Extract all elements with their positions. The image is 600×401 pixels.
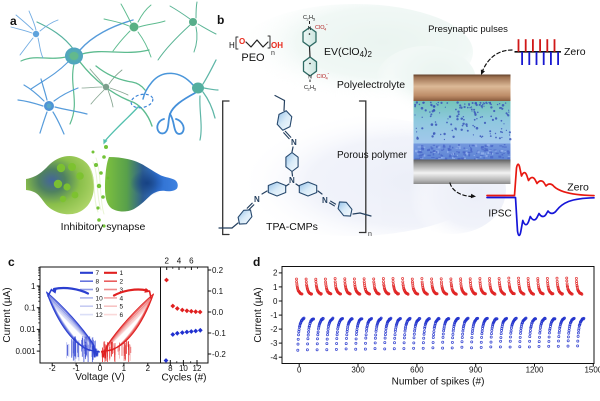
svg-text:2: 2 bbox=[307, 17, 310, 22]
svg-text:2: 2 bbox=[146, 364, 151, 373]
svg-text:8: 8 bbox=[96, 279, 100, 286]
svg-text:-3: -3 bbox=[270, 339, 278, 348]
svg-text:2: 2 bbox=[120, 279, 124, 286]
svg-text:4: 4 bbox=[324, 27, 327, 32]
svg-text:0.001: 0.001 bbox=[15, 347, 36, 356]
svg-text:Zero: Zero bbox=[564, 46, 586, 58]
svg-text:0: 0 bbox=[273, 297, 278, 306]
svg-text:0.1: 0.1 bbox=[24, 304, 36, 313]
svg-text:4: 4 bbox=[120, 295, 124, 302]
svg-text:-1: -1 bbox=[73, 364, 81, 373]
svg-text:Zero: Zero bbox=[567, 182, 589, 194]
svg-text:1: 1 bbox=[120, 270, 124, 277]
svg-text:ClO: ClO bbox=[317, 74, 327, 80]
svg-text:-0.2: -0.2 bbox=[212, 350, 226, 359]
svg-text:b: b bbox=[217, 13, 224, 27]
svg-text:-: - bbox=[328, 71, 330, 77]
svg-text:H: H bbox=[310, 85, 314, 91]
svg-text:2: 2 bbox=[164, 257, 169, 266]
svg-text:-0.1: -0.1 bbox=[212, 329, 226, 338]
svg-text:Polyelectrolyte: Polyelectrolyte bbox=[337, 79, 405, 91]
svg-text:11: 11 bbox=[96, 304, 103, 311]
svg-text:1: 1 bbox=[122, 364, 127, 373]
svg-text:1: 1 bbox=[273, 283, 278, 292]
svg-text:n: n bbox=[368, 231, 372, 238]
svg-text:5: 5 bbox=[314, 87, 317, 92]
svg-text:300: 300 bbox=[351, 366, 365, 375]
svg-text:12: 12 bbox=[96, 312, 104, 319]
svg-text:6: 6 bbox=[189, 257, 194, 266]
svg-text:-4: -4 bbox=[270, 353, 278, 362]
svg-text:1500: 1500 bbox=[584, 366, 600, 375]
svg-text:0: 0 bbox=[297, 366, 302, 375]
svg-text:10: 10 bbox=[179, 364, 188, 373]
svg-text:c: c bbox=[8, 255, 15, 269]
svg-text:O: O bbox=[239, 37, 245, 46]
svg-text:0.01: 0.01 bbox=[20, 325, 36, 334]
svg-text:4: 4 bbox=[326, 76, 329, 81]
svg-text:H: H bbox=[309, 15, 313, 21]
svg-text:0.1: 0.1 bbox=[212, 287, 224, 296]
svg-text:H: H bbox=[229, 41, 235, 50]
svg-text:N: N bbox=[308, 26, 312, 32]
svg-text:5: 5 bbox=[313, 17, 316, 22]
svg-text:Inhibitory synapse: Inhibitory synapse bbox=[61, 221, 146, 233]
svg-text:6: 6 bbox=[120, 312, 124, 319]
svg-text:1: 1 bbox=[31, 282, 36, 291]
svg-text:10: 10 bbox=[96, 295, 104, 302]
svg-text:1200: 1200 bbox=[526, 366, 544, 375]
svg-text:-2: -2 bbox=[270, 325, 278, 334]
svg-text:OH: OH bbox=[271, 41, 283, 50]
svg-text:Voltage (V): Voltage (V) bbox=[75, 372, 124, 383]
svg-text:d: d bbox=[253, 255, 260, 269]
svg-text:0: 0 bbox=[98, 364, 103, 373]
svg-text:900: 900 bbox=[469, 366, 483, 375]
svg-text:TPA-CMPs: TPA-CMPs bbox=[266, 221, 318, 233]
svg-text:ClO: ClO bbox=[315, 25, 325, 31]
svg-text:600: 600 bbox=[410, 366, 424, 375]
svg-text:N: N bbox=[254, 195, 260, 204]
svg-text:N: N bbox=[322, 196, 328, 205]
svg-text:0.0: 0.0 bbox=[212, 308, 224, 317]
svg-text:7: 7 bbox=[96, 270, 100, 277]
svg-text:Current (µA): Current (µA) bbox=[2, 287, 13, 342]
svg-text:8: 8 bbox=[168, 364, 173, 373]
svg-text:5: 5 bbox=[120, 304, 124, 311]
svg-text:N: N bbox=[308, 75, 312, 81]
svg-text:2: 2 bbox=[308, 87, 311, 92]
svg-text:4: 4 bbox=[177, 257, 182, 266]
svg-text:-1: -1 bbox=[270, 311, 278, 320]
svg-text:Presynaptic pulses: Presynaptic pulses bbox=[428, 24, 508, 35]
svg-text:IPSC: IPSC bbox=[488, 209, 511, 220]
svg-text:EV(ClO4)2: EV(ClO4)2 bbox=[324, 46, 373, 59]
svg-text:N: N bbox=[291, 138, 297, 147]
svg-text:0.2: 0.2 bbox=[212, 266, 224, 275]
svg-text:n: n bbox=[271, 50, 275, 57]
svg-text:PEO: PEO bbox=[241, 52, 265, 64]
svg-text:Number of spikes (#): Number of spikes (#) bbox=[392, 377, 485, 388]
svg-text:3: 3 bbox=[120, 287, 124, 294]
svg-text:9: 9 bbox=[96, 287, 100, 294]
svg-text:Cycles (#): Cycles (#) bbox=[161, 373, 206, 384]
svg-text:-2: -2 bbox=[49, 364, 57, 373]
svg-text:C: C bbox=[304, 85, 308, 91]
svg-text:Current (µA): Current (µA) bbox=[253, 287, 264, 342]
svg-text:2: 2 bbox=[273, 269, 278, 278]
svg-text:N: N bbox=[289, 176, 295, 185]
svg-text:12: 12 bbox=[193, 364, 202, 373]
svg-text:C: C bbox=[303, 15, 307, 21]
svg-text:a: a bbox=[10, 14, 17, 28]
svg-text:Porous polymer: Porous polymer bbox=[337, 150, 408, 161]
svg-text:-: - bbox=[326, 22, 328, 28]
